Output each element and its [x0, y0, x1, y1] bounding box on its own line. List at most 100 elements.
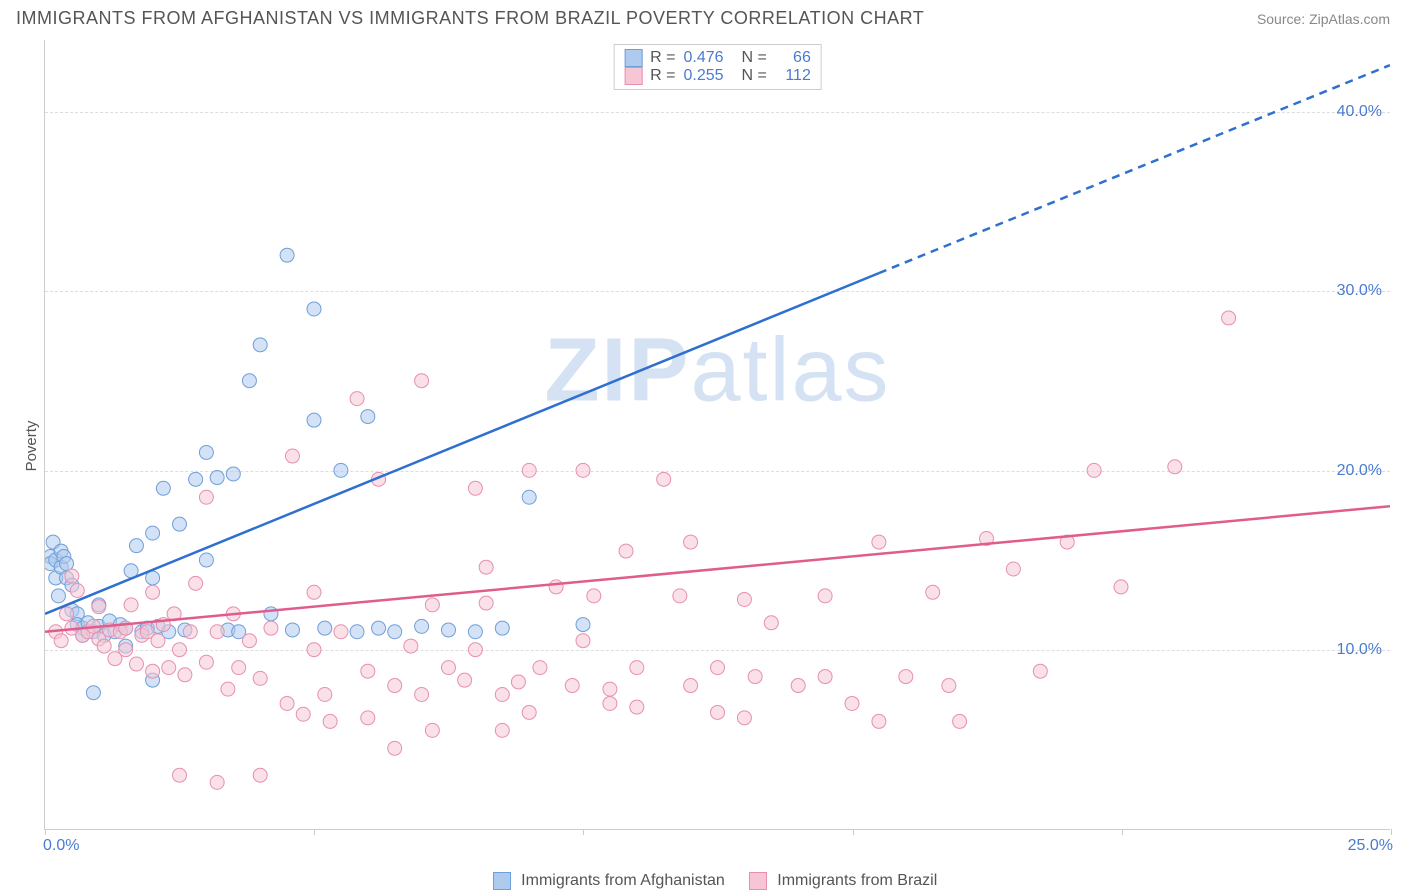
- data-point: [189, 472, 203, 486]
- data-point: [603, 682, 617, 696]
- data-point: [415, 619, 429, 633]
- data-point: [146, 526, 160, 540]
- chart-title: IMMIGRANTS FROM AFGHANISTAN VS IMMIGRANT…: [16, 8, 924, 29]
- data-point: [124, 598, 138, 612]
- legend-swatch: [493, 872, 511, 890]
- data-point: [926, 585, 940, 599]
- legend-row: R =0.255N =112: [624, 67, 811, 85]
- data-point: [468, 481, 482, 495]
- data-point: [221, 682, 235, 696]
- data-point: [280, 248, 294, 262]
- data-point: [1087, 463, 1101, 477]
- data-point: [253, 671, 267, 685]
- data-point: [156, 481, 170, 495]
- data-point: [199, 553, 213, 567]
- data-point: [372, 621, 386, 635]
- x-tick: [583, 829, 584, 835]
- data-point: [264, 607, 278, 621]
- regression-line: [45, 273, 879, 614]
- y-axis-label: Poverty: [23, 421, 40, 472]
- data-point: [630, 700, 644, 714]
- data-point: [764, 616, 778, 630]
- legend-series-label: Immigrants from Afghanistan: [517, 872, 725, 889]
- data-point: [129, 657, 143, 671]
- legend-swatch: [624, 67, 642, 85]
- data-point: [253, 768, 267, 782]
- data-point: [748, 670, 762, 684]
- x-tick-label: 25.0%: [1341, 837, 1393, 855]
- data-point: [425, 723, 439, 737]
- data-point: [232, 661, 246, 675]
- data-point: [173, 517, 187, 531]
- data-point: [791, 679, 805, 693]
- data-point: [189, 576, 203, 590]
- data-point: [818, 589, 832, 603]
- data-point: [711, 661, 725, 675]
- legend-swatch: [749, 872, 767, 890]
- data-point: [1033, 664, 1047, 678]
- data-point: [522, 463, 536, 477]
- data-point: [334, 463, 348, 477]
- data-point: [307, 302, 321, 316]
- data-point: [280, 696, 294, 710]
- data-point: [146, 585, 160, 599]
- data-point: [264, 621, 278, 635]
- data-point: [468, 643, 482, 657]
- regression-line-extrapolated: [879, 65, 1390, 273]
- data-point: [92, 600, 106, 614]
- x-tick: [45, 829, 46, 835]
- data-point: [942, 679, 956, 693]
- data-point: [533, 661, 547, 675]
- data-point: [307, 585, 321, 599]
- data-point: [576, 463, 590, 477]
- data-point: [318, 621, 332, 635]
- data-point: [1006, 562, 1020, 576]
- data-point: [285, 623, 299, 637]
- legend-row: R =0.476N =66: [624, 49, 811, 67]
- data-point: [479, 560, 493, 574]
- data-point: [442, 661, 456, 675]
- data-point: [872, 714, 886, 728]
- legend-series-label: Immigrants from Brazil: [773, 872, 937, 889]
- data-point: [495, 621, 509, 635]
- data-point: [630, 661, 644, 675]
- data-point: [576, 618, 590, 632]
- legend-r-value: 0.476: [684, 49, 734, 67]
- legend-swatch: [624, 49, 642, 67]
- legend-n-label: N =: [742, 67, 767, 85]
- data-point: [818, 670, 832, 684]
- data-point: [183, 625, 197, 639]
- data-point: [845, 696, 859, 710]
- data-point: [495, 688, 509, 702]
- data-point: [522, 490, 536, 504]
- x-tick: [1122, 829, 1123, 835]
- data-point: [97, 639, 111, 653]
- data-point: [458, 673, 472, 687]
- data-point: [442, 623, 456, 637]
- data-point: [737, 711, 751, 725]
- data-point: [899, 670, 913, 684]
- data-point: [1222, 311, 1236, 325]
- data-point: [60, 607, 74, 621]
- data-point: [657, 472, 671, 486]
- data-point: [129, 539, 143, 553]
- data-point: [872, 535, 886, 549]
- data-point: [60, 557, 74, 571]
- data-point: [673, 589, 687, 603]
- legend-n-label: N =: [742, 49, 767, 67]
- data-point: [199, 445, 213, 459]
- data-point: [425, 598, 439, 612]
- data-point: [54, 634, 68, 648]
- legend-r-label: R =: [650, 67, 675, 85]
- data-point: [253, 338, 267, 352]
- data-point: [576, 634, 590, 648]
- data-point: [210, 471, 224, 485]
- data-point: [242, 634, 256, 648]
- data-point: [119, 643, 133, 657]
- correlation-legend: R =0.476N =66R =0.255N =112: [613, 44, 822, 90]
- x-tick-label: 0.0%: [43, 837, 79, 855]
- data-point: [495, 723, 509, 737]
- data-point: [737, 592, 751, 606]
- data-point: [1168, 460, 1182, 474]
- scatter-svg: [45, 40, 1390, 829]
